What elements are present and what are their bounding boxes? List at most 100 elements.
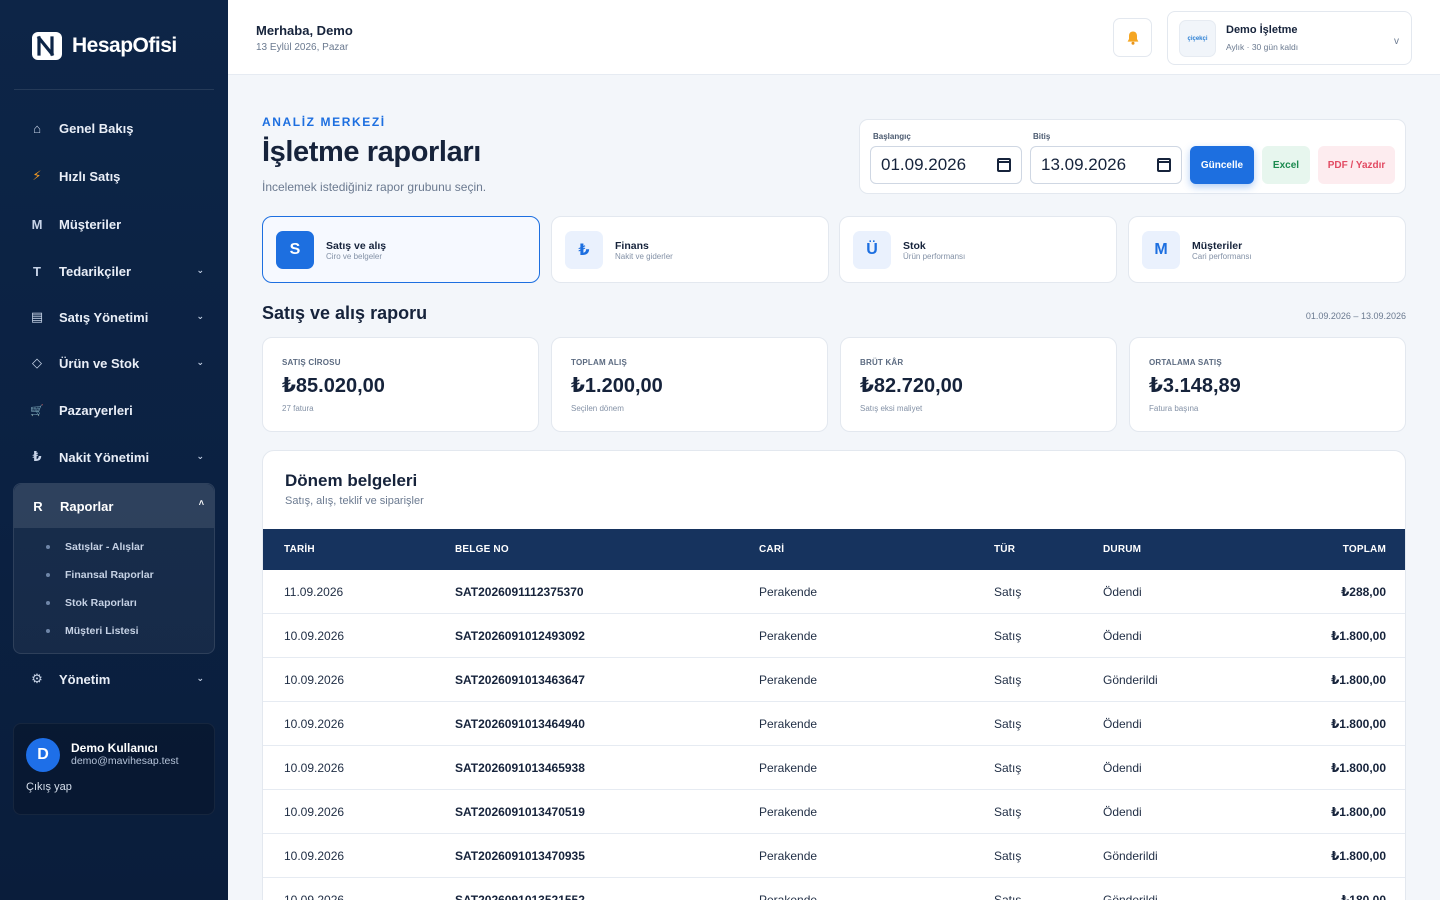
logout-link[interactable]: Çıkış yap xyxy=(26,781,72,793)
sidebar-item-label: Raporlar xyxy=(60,498,114,514)
calendar-icon[interactable] xyxy=(997,158,1011,172)
cell-durum: Ödendi xyxy=(1103,761,1142,775)
sidebar-item-satis-yonetimi[interactable]: ▤ Satış Yönetimi ⌄ xyxy=(14,297,214,337)
bullet-icon xyxy=(46,573,50,577)
table-row[interactable]: 10.09.2026 SAT2026091013470519 Perakende Sa… xyxy=(263,790,1405,834)
cell-tur: Satış xyxy=(994,805,1022,819)
sidebar-item-label: Ürün ve Stok xyxy=(59,355,140,371)
letter-t-icon: T xyxy=(33,263,41,279)
tab-badge: S xyxy=(276,231,314,269)
brand-logo[interactable]: HesapOfisi xyxy=(30,30,177,62)
business-logo: çiçekçi xyxy=(1179,20,1216,57)
kpi-note: Satış eksi maliyet xyxy=(860,404,923,413)
kpi-value: ₺1.200,00 xyxy=(571,375,663,397)
cell-tarih: 10.09.2026 xyxy=(284,717,345,731)
cell-toplam: ₺1.800,00 xyxy=(1330,849,1386,863)
sidebar-item-nakit-yonetimi[interactable]: ₺ Nakit Yönetimi ⌄ xyxy=(14,437,214,477)
kpi-note: 27 fatura xyxy=(282,404,314,413)
cell-cari: Perakende xyxy=(759,805,818,819)
column-header-belge-no[interactable]: BELGE NO xyxy=(455,544,509,555)
cell-cari: Perakende xyxy=(759,761,818,775)
sidebar-item-genel-bakis[interactable]: ⌂ Genel Bakış xyxy=(14,108,214,148)
business-switcher[interactable]: çiçekçi Demo İşletme Aylık · 30 gün kald… xyxy=(1167,11,1412,65)
sidebar-subitem-stok-raporlari[interactable]: Stok Raporları xyxy=(46,597,137,609)
sidebar-item-urun-ve-stok[interactable]: ◇ Ürün ve Stok ⌄ xyxy=(14,343,214,383)
start-date-input[interactable]: 01.09.2026 xyxy=(870,146,1022,184)
cell-toplam: ₺180,00 xyxy=(1340,893,1386,900)
documents-card: Dönem belgeleri Satış, alış, teklif ve s… xyxy=(262,450,1406,900)
gear-icon: ⚙ xyxy=(31,671,43,686)
table-row[interactable]: 10.09.2026 SAT2026091013521552 Perakende Sa… xyxy=(263,878,1405,900)
column-header-cari[interactable]: CARİ xyxy=(759,544,785,555)
end-date-input[interactable]: 13.09.2026 xyxy=(1030,146,1182,184)
column-header-tur[interactable]: TÜR xyxy=(994,544,1016,555)
lira-icon: ₺ xyxy=(32,449,42,464)
sidebar-item-pazaryerleri[interactable]: 🛒 Pazaryerleri xyxy=(14,390,214,430)
cart-icon: 🛒 xyxy=(30,404,44,417)
calendar-icon[interactable] xyxy=(1157,158,1171,172)
sidebar-subitem-musteri-listesi[interactable]: Müşteri Listesi xyxy=(46,625,139,637)
sidebar-subitem-label: Satışlar - Alışlar xyxy=(65,541,144,553)
cell-belge-no: SAT2026091013464940 xyxy=(455,717,585,731)
sidebar-item-raporlar[interactable]: R Raporlar ˄ xyxy=(14,484,214,528)
cell-tur: Satış xyxy=(994,717,1022,731)
tab-stok[interactable]: Ü Stok Ürün performansı xyxy=(839,216,1117,283)
kpi-label: TOPLAM ALIŞ xyxy=(571,358,627,367)
kpi-card-satis-cirosu: SATIŞ CİROSU ₺85.020,00 27 fatura xyxy=(262,337,539,432)
page-eyebrow: ANALİZ MERKEZİ xyxy=(262,115,386,129)
chevron-down-icon: ⌄ xyxy=(196,451,204,461)
column-header-durum[interactable]: DURUM xyxy=(1103,544,1142,555)
kpi-label: BRÜT KÂR xyxy=(860,358,904,367)
date-filter: Başlangıç 01.09.2026 Bitiş 13.09.2026 Gü… xyxy=(859,119,1406,194)
tab-finans[interactable]: ₺ Finans Nakit ve giderler xyxy=(551,216,829,283)
avatar: D xyxy=(26,738,60,772)
letter-r-icon: R xyxy=(33,498,43,514)
chevron-down-icon: ⌄ xyxy=(196,673,204,683)
tab-description: Ciro ve belgeler xyxy=(326,252,383,261)
notifications-button[interactable] xyxy=(1113,18,1152,57)
pdf-print-button[interactable]: PDF / Yazdır xyxy=(1318,146,1395,184)
update-button[interactable]: Güncelle xyxy=(1190,146,1254,184)
cell-tur: Satış xyxy=(994,893,1022,900)
tab-satis-ve-alis[interactable]: S Satış ve alış Ciro ve belgeler xyxy=(262,216,540,283)
business-plan: Aylık · 30 gün kaldı xyxy=(1226,42,1299,52)
cell-tur: Satış xyxy=(994,585,1022,599)
column-header-toplam[interactable]: TOPLAM xyxy=(1342,544,1386,555)
table-row[interactable]: 10.09.2026 SAT2026091013464940 Perakende Sa… xyxy=(263,702,1405,746)
cell-belge-no: SAT2026091013463647 xyxy=(455,673,585,687)
bullet-icon xyxy=(46,629,50,633)
table-row[interactable]: 10.09.2026 SAT2026091013465938 Perakende Sa… xyxy=(263,746,1405,790)
logo-mark-icon xyxy=(32,32,62,60)
kpi-card-ortalama-satis: ORTALAMA SATIŞ ₺3.148,89 Fatura başına xyxy=(1129,337,1406,432)
cell-durum: Ödendi xyxy=(1103,585,1142,599)
table-row[interactable]: 10.09.2026 SAT2026091013470935 Perakende Sa… xyxy=(263,834,1405,878)
kpi-label: SATIŞ CİROSU xyxy=(282,358,341,367)
sidebar-subitem-finansal-raporlar[interactable]: Finansal Raporlar xyxy=(46,569,154,581)
sidebar-item-hizli-satis[interactable]: ⚡ Hızlı Satış xyxy=(14,156,214,196)
table-row[interactable]: 10.09.2026 SAT2026091012493092 Perakende Sa… xyxy=(263,614,1405,658)
letter-m-icon: M xyxy=(31,216,43,232)
tab-description: Ürün performansı xyxy=(903,252,966,261)
sidebar-divider xyxy=(14,89,214,90)
cell-tarih: 11.09.2026 xyxy=(284,585,344,599)
table-row[interactable]: 10.09.2026 SAT2026091013463647 Perakende Sa… xyxy=(263,658,1405,702)
bullet-icon xyxy=(46,545,50,549)
excel-export-button[interactable]: Excel xyxy=(1262,146,1310,184)
sidebar-subitem-satislar-alislar[interactable]: Satışlar - Alışlar xyxy=(46,541,144,553)
sidebar-item-tedarikciler[interactable]: T Tedarikçiler ⌄ xyxy=(14,251,214,291)
cell-belge-no: SAT2026091013470519 xyxy=(455,805,585,819)
page-title: İşletme raporları xyxy=(262,136,481,168)
sidebar-item-musteriler[interactable]: M Müşteriler xyxy=(14,204,214,244)
end-date-label: Bitiş xyxy=(1033,132,1051,141)
cell-tarih: 10.09.2026 xyxy=(284,805,345,819)
home-icon: ⌂ xyxy=(33,120,41,136)
sidebar-item-yonetim[interactable]: ⚙ Yönetim ⌄ xyxy=(14,659,214,699)
cell-tarih: 10.09.2026 xyxy=(284,673,345,687)
kpi-label: ORTALAMA SATIŞ xyxy=(1149,358,1222,367)
end-date-value: 13.09.2026 xyxy=(1041,155,1127,174)
table-row[interactable]: 11.09.2026 SAT2026091112375370 Perakende Sa… xyxy=(263,570,1405,614)
column-header-tarih[interactable]: TARİH xyxy=(284,544,315,555)
cell-toplam: ₺288,00 xyxy=(1340,585,1386,599)
tab-musteriler[interactable]: M Müşteriler Cari performansı xyxy=(1128,216,1406,283)
kpi-card-toplam-alis: TOPLAM ALIŞ ₺1.200,00 Seçilen dönem xyxy=(551,337,828,432)
